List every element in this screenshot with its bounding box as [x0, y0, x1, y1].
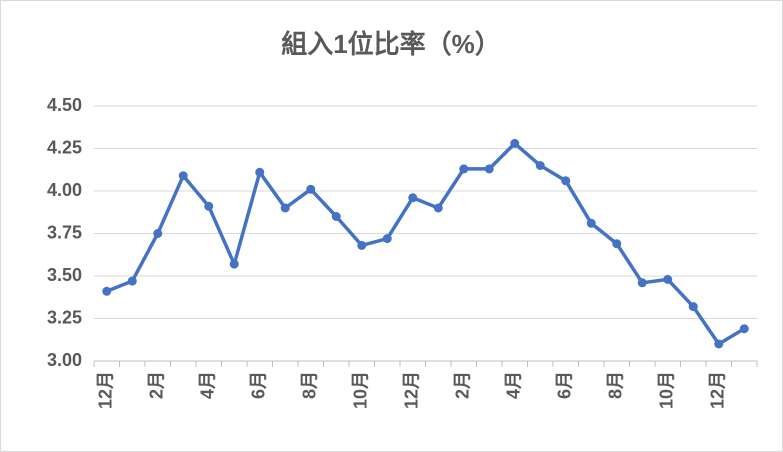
x-tick-label: 10月 [351, 371, 371, 409]
y-tick-label: 4.00 [47, 180, 82, 200]
y-tick-label: 4.25 [47, 137, 82, 157]
data-point [153, 229, 163, 238]
data-point [688, 302, 698, 312]
x-tick-label: 8月 [606, 371, 626, 399]
data-point [510, 138, 520, 148]
x-tick-label: 2月 [453, 371, 473, 399]
data-point [280, 203, 290, 213]
data-point [663, 274, 673, 284]
data-point [331, 212, 341, 221]
data-point [535, 161, 545, 170]
y-tick-label: 3.50 [47, 265, 82, 285]
data-point [586, 218, 596, 228]
y-tick-label: 3.25 [47, 307, 82, 327]
x-tick-label: 6月 [249, 371, 269, 399]
x-tick-label: 4月 [198, 371, 218, 399]
data-point [637, 278, 647, 288]
y-tick-label: 4.50 [47, 95, 82, 115]
x-tick-label: 10月 [657, 371, 677, 409]
data-point [739, 324, 749, 334]
x-tick-label: 2月 [147, 371, 167, 399]
data-point [255, 167, 265, 177]
x-tick-label: 8月 [300, 371, 320, 399]
y-tick-label: 3.75 [47, 222, 82, 242]
data-point [178, 171, 188, 181]
data-point [408, 193, 418, 203]
data-point [306, 184, 316, 194]
data-point [561, 176, 571, 186]
y-tick-label: 3.00 [47, 350, 82, 370]
data-point [484, 164, 494, 174]
data-line [106, 141, 746, 346]
chart-title: 組入1位比率（%） [281, 29, 501, 59]
data-point [127, 276, 137, 286]
data-point [204, 201, 214, 211]
data-point [102, 286, 112, 296]
data-point [229, 259, 239, 269]
x-tick-label: 12月 [402, 371, 422, 409]
x-tick-label: 4月 [504, 371, 524, 399]
data-point [382, 234, 392, 244]
x-tick-label: 12月 [708, 371, 728, 409]
x-tick-label: 6月 [555, 371, 575, 399]
x-tick-label: 12月 [96, 371, 116, 409]
data-point [612, 239, 622, 249]
data-point [357, 240, 367, 250]
data-point [714, 339, 724, 349]
data-point [433, 203, 443, 213]
data-point [459, 164, 469, 174]
